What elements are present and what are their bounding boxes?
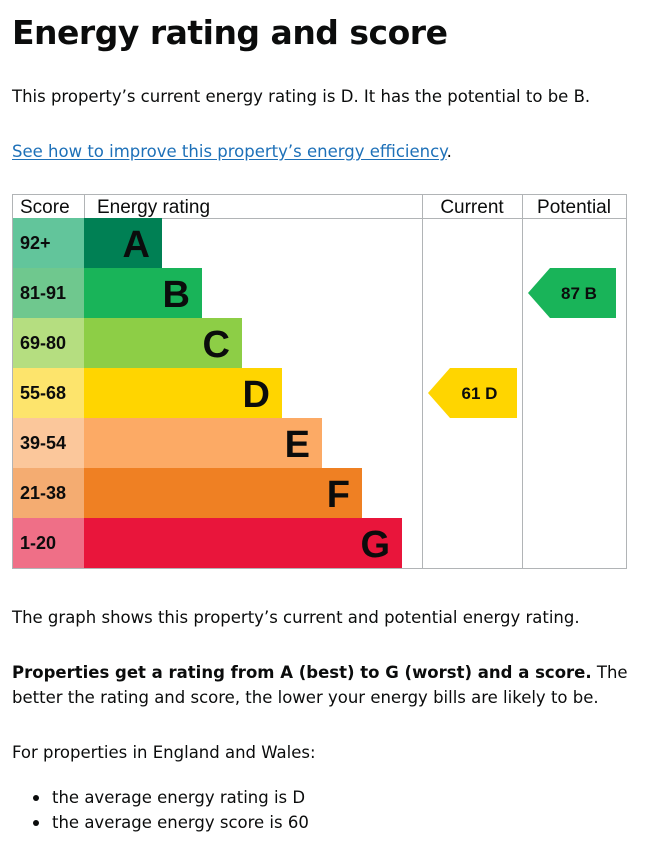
rating-info-bold: Properties get a rating from A (best) to… [12,663,592,682]
current-marker [428,368,517,418]
improve-efficiency-link[interactable]: See how to improve this property’s energ… [12,142,447,161]
rating-bar-a [84,218,162,268]
rating-letter: D [243,374,270,416]
average-score-item: the average energy score is 60 [12,810,309,835]
average-list: the average energy rating is D the avera… [12,785,309,835]
score-cell-a [13,218,84,268]
average-rating-item: the average energy rating is D [12,785,309,810]
rating-bar-g [84,518,402,568]
score-range-label: 69-80 [20,333,66,353]
header-score: Score [20,197,70,218]
score-cell-d [13,368,84,418]
rating-info: Properties get a rating from A (best) to… [12,660,632,710]
score-range-label: 1-20 [20,533,56,553]
improve-link-suffix: . [446,142,452,161]
score-cell-e [13,418,84,468]
rating-letter: F [327,474,350,516]
header-current: Current [440,197,504,218]
score-cell-g [13,518,84,568]
score-cell-f [13,468,84,518]
rating-bar-f [84,468,362,518]
graph-caption: The graph shows this property’s current … [12,608,580,627]
rating-letter: B [163,274,190,316]
chart-frame [12,194,627,569]
score-range-label: 55-68 [20,383,66,403]
rating-bar-b [84,268,202,318]
score-range-label: 39-54 [20,433,66,453]
rating-bar-e [84,418,322,468]
score-cell-c [13,318,84,368]
score-range-label: 81-91 [20,283,66,303]
page-title: Energy rating and score [12,13,448,52]
rating-info-rest: The better the rating and score, the low… [12,663,628,707]
score-range-label: 92+ [20,233,51,253]
score-range-label: 21-38 [20,483,66,503]
potential-rating-label: 87 B [561,284,597,303]
rating-letter: A [123,224,150,266]
rating-bar-d [84,368,282,418]
improve-paragraph: See how to improve this property’s energ… [12,139,452,164]
header-potential: Potential [537,197,611,218]
average-intro: For properties in England and Wales: [12,743,316,762]
rating-letter: G [360,524,390,566]
rating-bar-c [84,318,242,368]
current-rating-label: 61 D [462,384,498,403]
rating-letter: C [203,324,230,366]
intro-text: This property’s current energy rating is… [12,87,591,106]
score-cell-b [13,268,84,318]
header-energy-rating: Energy rating [97,197,210,218]
rating-letter: E [285,424,310,466]
potential-marker [528,268,616,318]
